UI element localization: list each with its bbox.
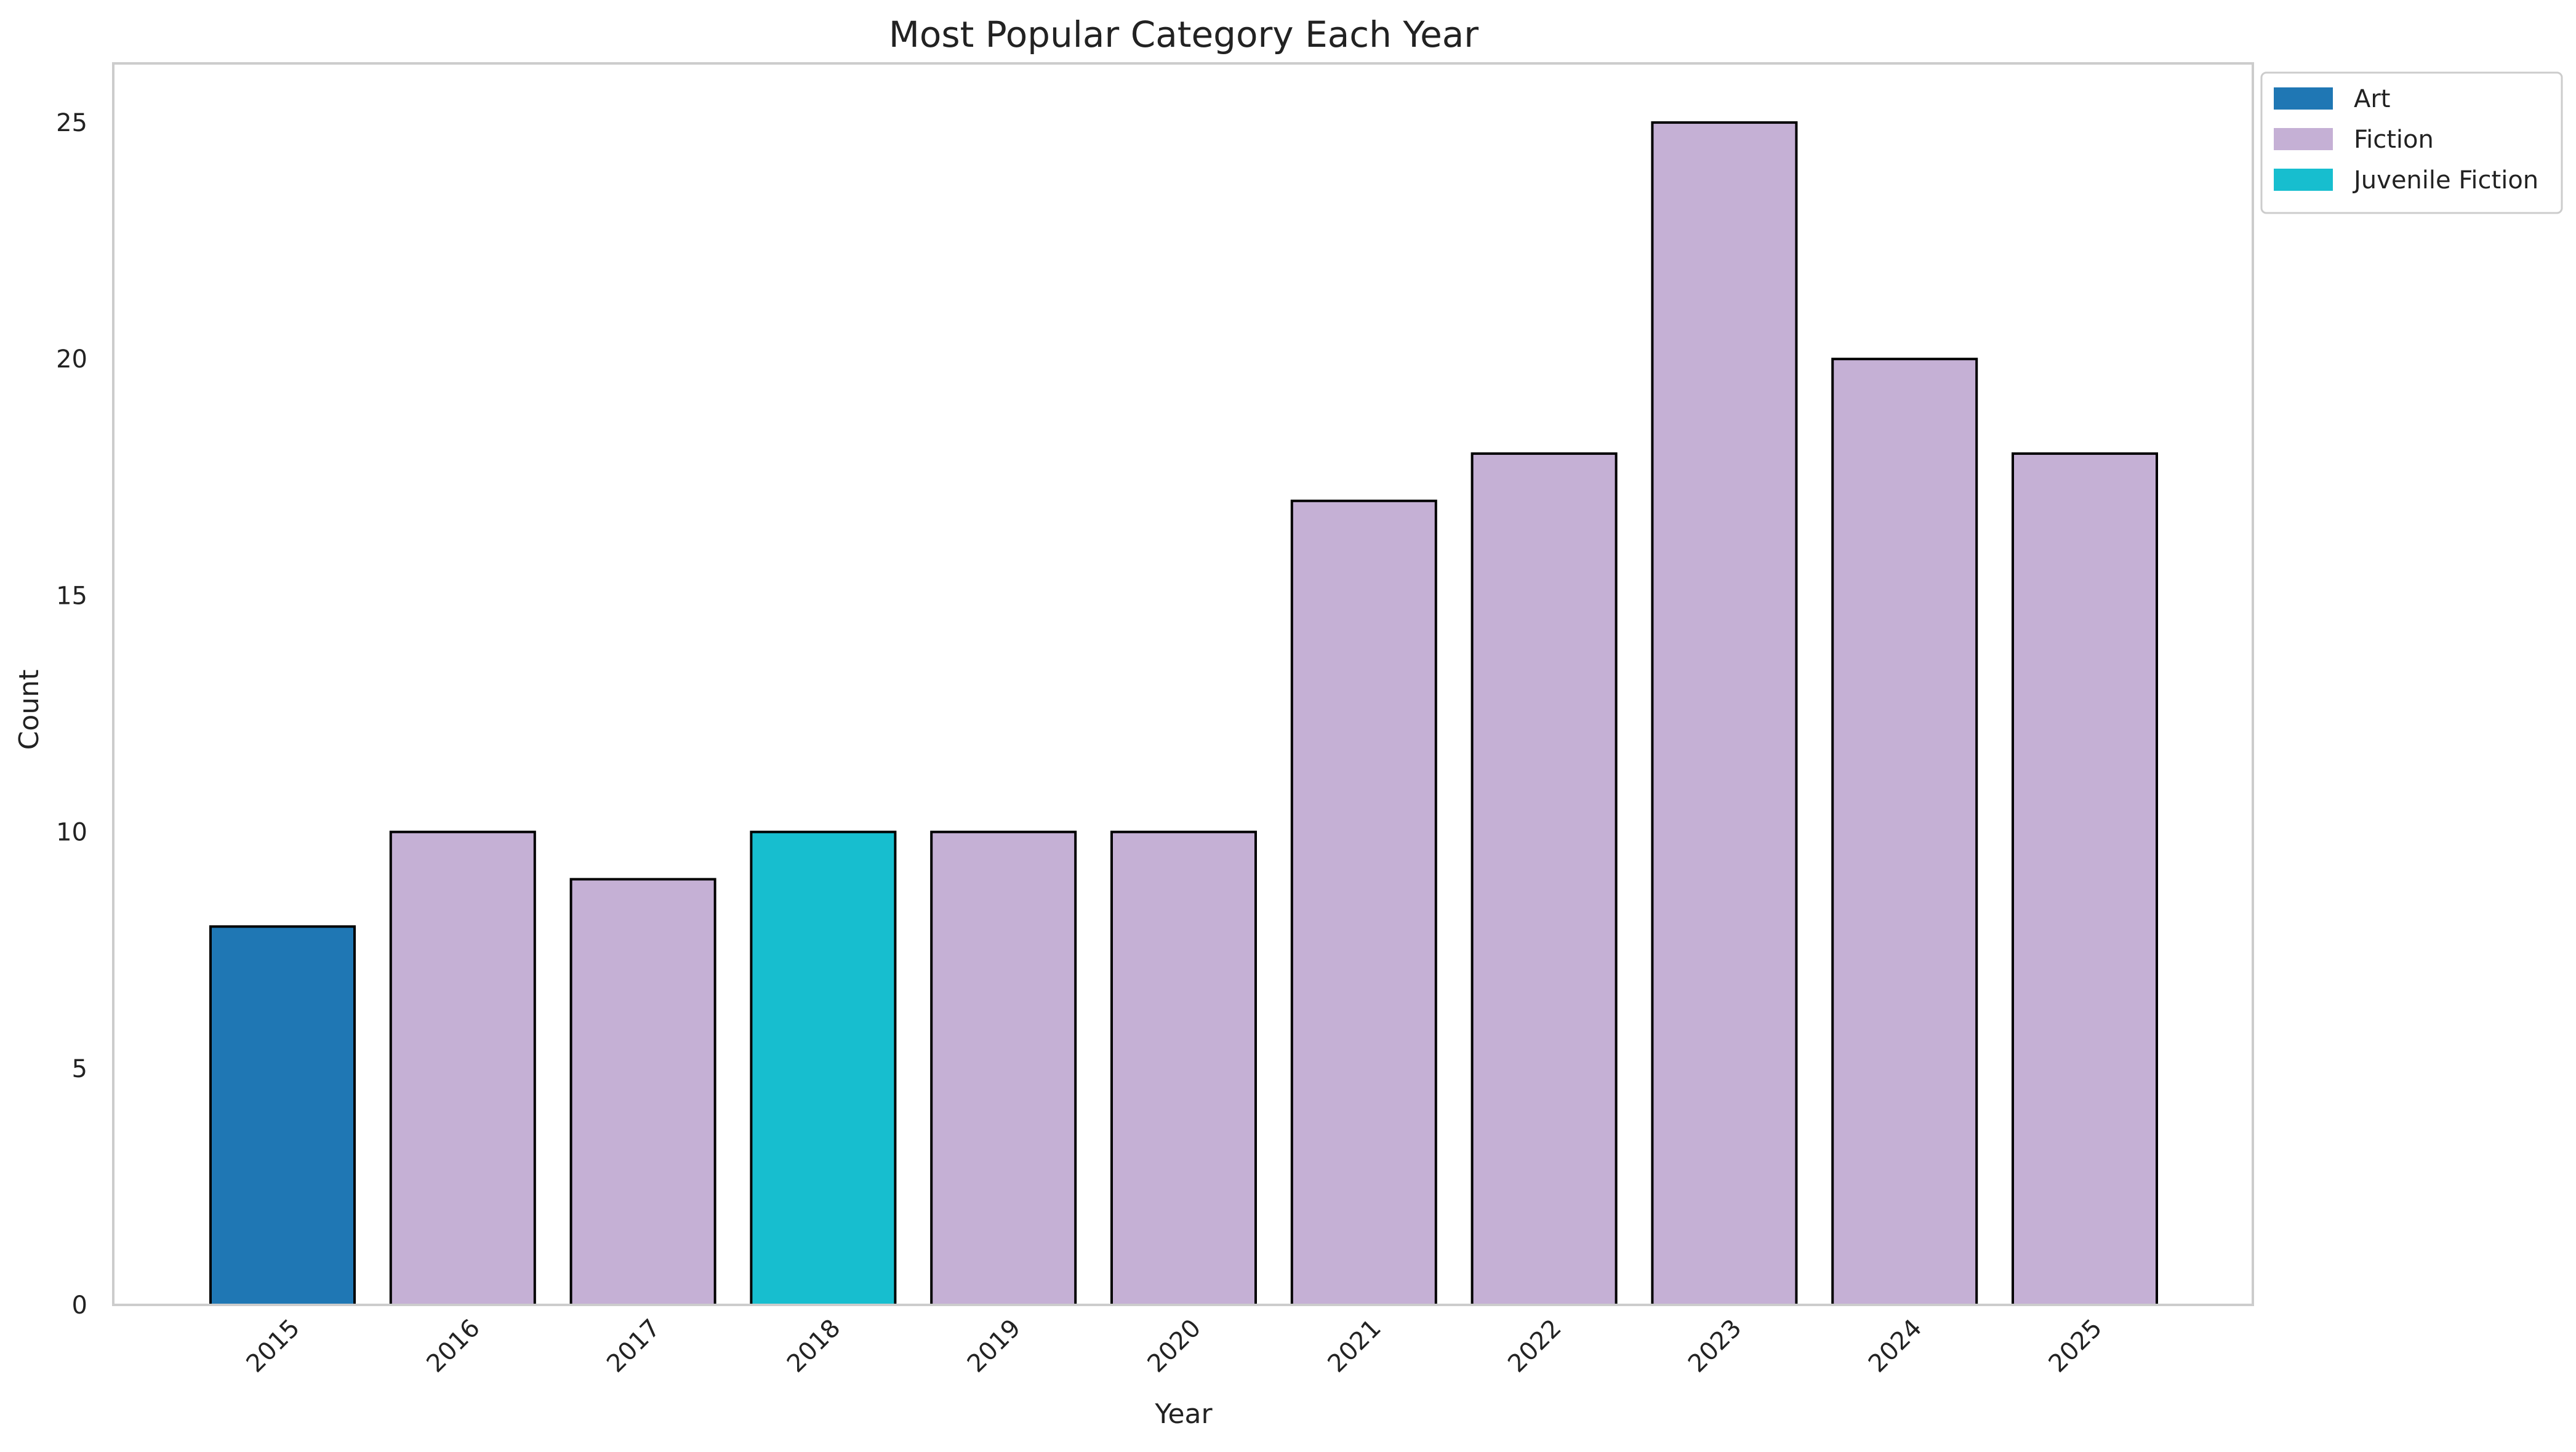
- bar-2017: [569, 878, 716, 1306]
- legend-entries: Art Fiction Juvenile Fiction: [2274, 85, 2538, 195]
- bar-2019: [930, 830, 1077, 1306]
- legend-label: Fiction: [2354, 126, 2434, 154]
- bar-2025: [2012, 452, 2158, 1306]
- y-axis-ticks: 0 5 10 15 20 25: [56, 109, 87, 1320]
- legend: Art Fiction Juvenile Fiction: [2260, 71, 2563, 214]
- y-tick-label: 25: [56, 109, 87, 137]
- legend-frame: [2260, 71, 2563, 214]
- legend-label: Juvenile Fiction: [2352, 166, 2538, 195]
- y-tick-label: 20: [56, 345, 87, 374]
- bar-2023: [1651, 121, 1798, 1307]
- legend-swatch: [2274, 169, 2333, 191]
- x-axis-label: Year: [1154, 1398, 1213, 1430]
- bar-2018: [750, 830, 897, 1306]
- y-tick-label: 5: [72, 1055, 87, 1083]
- legend-swatch: [2274, 128, 2333, 150]
- bar-2020: [1110, 830, 1257, 1306]
- bars-layer: [209, 121, 2158, 1307]
- y-tick-label: 10: [56, 819, 87, 847]
- chart-title: Most Popular Category Each Year: [889, 14, 1479, 55]
- bar-2022: [1471, 452, 1618, 1306]
- legend-swatch: [2274, 87, 2333, 110]
- bar-2015: [209, 925, 356, 1307]
- bar-2016: [389, 830, 536, 1306]
- bar-2024: [1831, 358, 1978, 1307]
- plot-frame: [112, 62, 2254, 1306]
- y-axis-label: Count: [14, 670, 45, 750]
- y-tick-label: 0: [72, 1291, 87, 1320]
- y-tick-label: 15: [56, 582, 87, 610]
- bar-2021: [1290, 499, 1437, 1306]
- legend-label: Art: [2354, 85, 2391, 113]
